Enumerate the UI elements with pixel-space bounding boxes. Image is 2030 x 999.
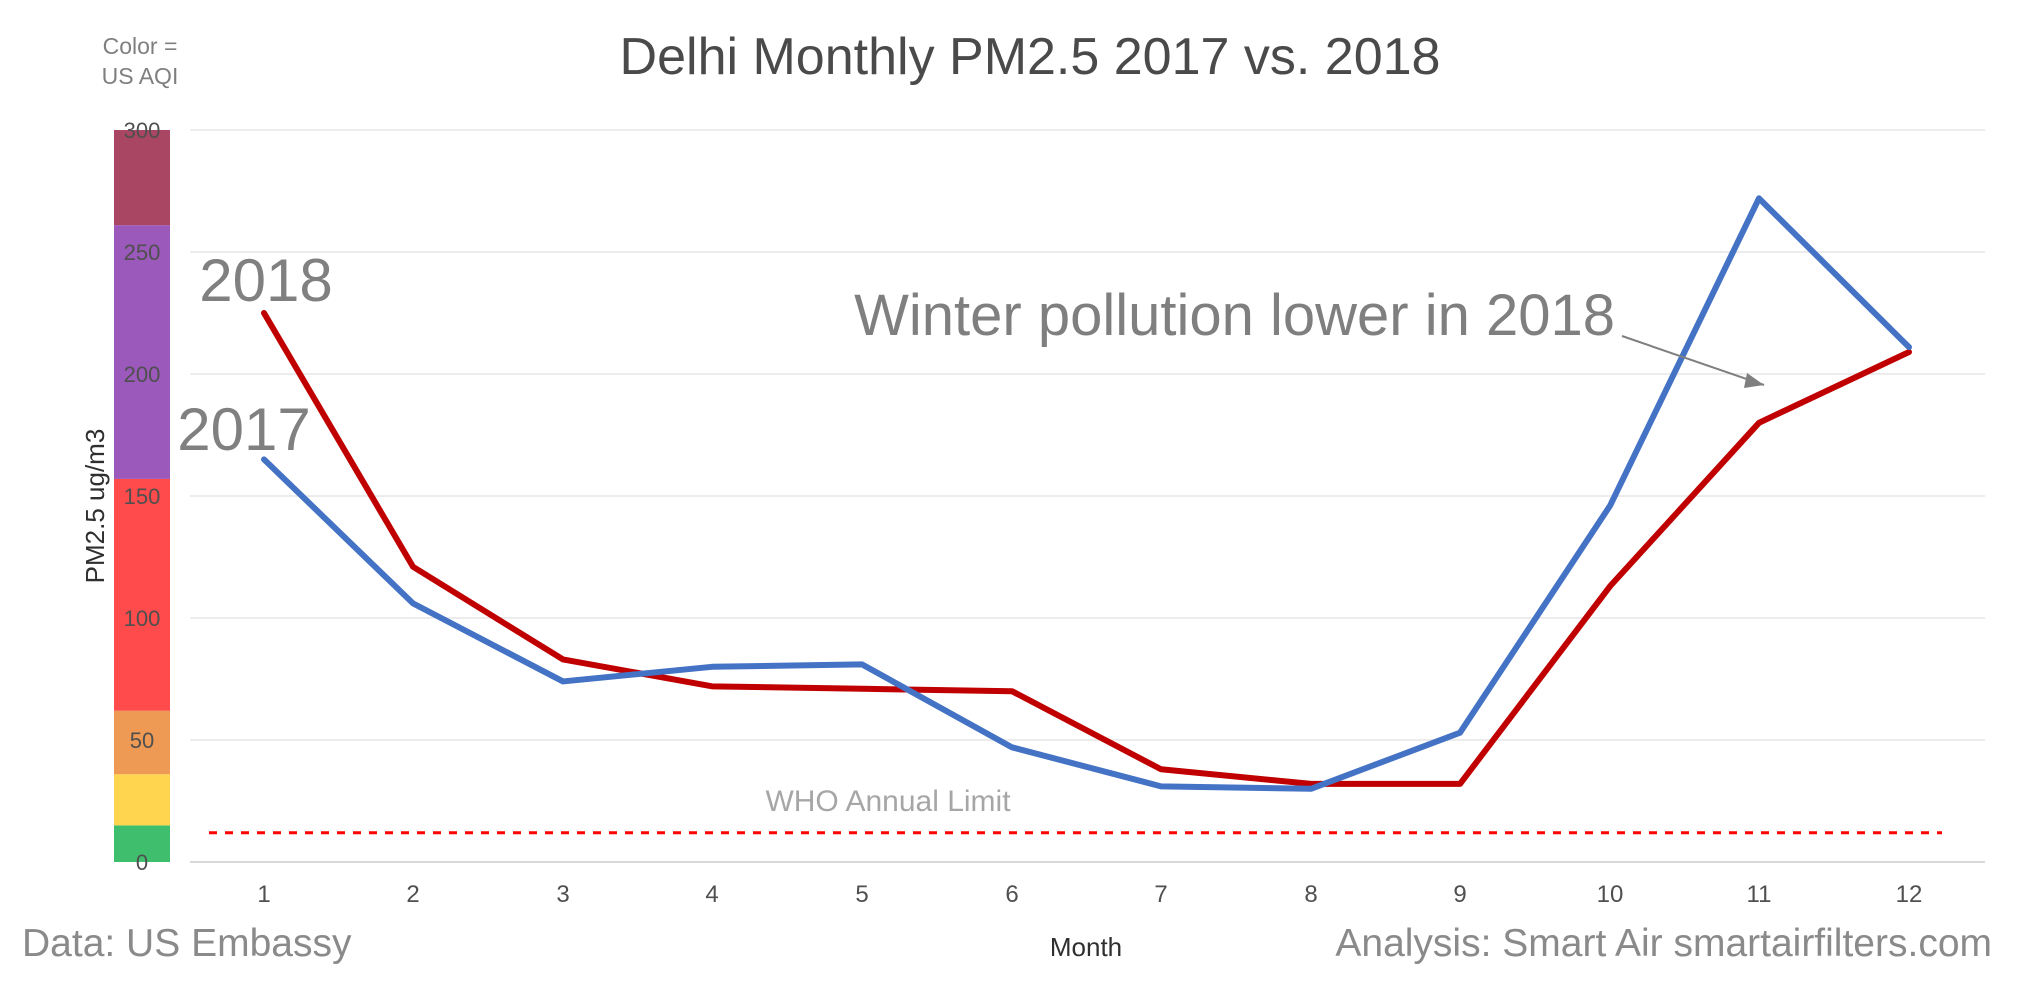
- x-tick-label: 4: [705, 881, 718, 908]
- x-tick-label: 12: [1896, 881, 1923, 908]
- y-tick-label: 250: [124, 240, 161, 265]
- y-tick-label: 300: [124, 118, 161, 143]
- aqi-band-2: [114, 710, 170, 775]
- aqi-band-1: [114, 774, 170, 826]
- x-tick-label: 1: [257, 881, 270, 908]
- x-tick-label: 6: [1005, 881, 1018, 908]
- annotation-text: Winter pollution lower in 2018: [854, 283, 1615, 348]
- gridlines: [190, 129, 1985, 863]
- y-tick-label: 200: [124, 362, 161, 387]
- series-label-2017: 2017: [177, 396, 310, 463]
- series-label-2018: 2018: [199, 247, 332, 314]
- x-tick-label: 11: [1747, 881, 1772, 908]
- x-tick-label: 2: [406, 881, 419, 908]
- x-tick-label: 10: [1597, 881, 1624, 908]
- aqi-legend-label-line-2: US AQI: [102, 63, 179, 89]
- who-limit-label: WHO Annual Limit: [765, 785, 1011, 818]
- aqi-band-5: [114, 130, 170, 226]
- y-tick-label: 0: [136, 850, 148, 875]
- series-line-2018: [261, 310, 1912, 787]
- aqi-band-0: [114, 825, 170, 862]
- x-tick-label: 8: [1304, 881, 1317, 908]
- y-tick-label: 150: [124, 484, 161, 509]
- annotation-arrow-line: [1621, 335, 1765, 386]
- aqi-band-3: [114, 478, 170, 711]
- x-tick-label: 7: [1154, 881, 1167, 908]
- x-axis-label: Month: [1050, 932, 1122, 962]
- y-tick-label: 50: [130, 728, 154, 753]
- x-tick-label: 9: [1453, 881, 1466, 908]
- chart-title: Delhi Monthly PM2.5 2017 vs. 2018: [620, 28, 1441, 86]
- annotation-arrow: [1621, 335, 1765, 388]
- footer-left: Data: US Embassy: [22, 922, 352, 965]
- y-tick-label: 100: [124, 606, 161, 631]
- aqi-band-4: [114, 225, 170, 479]
- series-line-2017: [261, 195, 1912, 792]
- aqi-legend: [114, 130, 170, 862]
- text-group: Delhi Monthly PM2.5 2017 vs. 2018 Color …: [22, 28, 1992, 965]
- aqi-legend-label-line-1: Color =: [103, 33, 178, 59]
- series-group: [261, 195, 1912, 792]
- x-tick-label: 5: [855, 881, 868, 908]
- annotation-arrow-head: [1744, 373, 1764, 388]
- x-tick-label: 3: [556, 881, 569, 908]
- footer-right: Analysis: Smart Air smartairfilters.com: [1335, 922, 1992, 965]
- y-axis-label: PM2.5 ug/m3: [80, 429, 110, 584]
